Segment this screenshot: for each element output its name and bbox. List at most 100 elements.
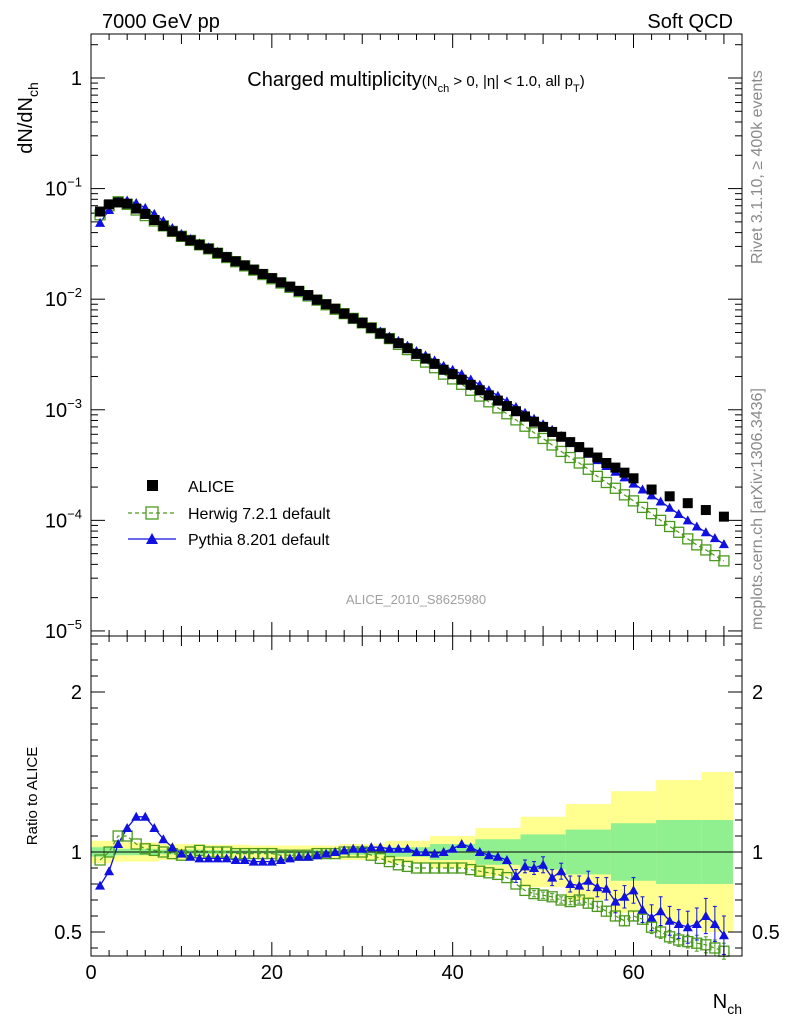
legend: ALICE Herwig 7.2.1 default Pythia 8.201 …: [128, 479, 331, 549]
alice-point: [266, 273, 277, 284]
herwig-point: [546, 439, 558, 451]
pythia-ratio-point: [492, 851, 503, 861]
pythia-point: [655, 496, 666, 506]
herwig-point: [645, 507, 658, 520]
pythia-ratio-point: [122, 823, 133, 832]
alice-point: [275, 277, 286, 288]
alice-point: [474, 385, 485, 396]
legend-marker-alice: [147, 480, 158, 491]
alice-point: [565, 437, 576, 448]
pythia-ratio-point: [718, 930, 729, 940]
alice-point: [538, 421, 549, 432]
header-right: Soft QCD: [647, 11, 733, 33]
pythia-ratio-point: [366, 842, 377, 852]
herwig-point: [700, 544, 712, 556]
alice-point: [556, 431, 567, 442]
herwig-ratio-point: [627, 910, 640, 922]
alice-point: [547, 426, 558, 437]
pythia-ratio-point: [646, 912, 657, 922]
alice-point: [393, 338, 404, 349]
alice-point: [131, 203, 142, 214]
herwig-ratio-point: [636, 913, 649, 925]
pythia-ratio-point: [474, 847, 485, 856]
pythia-ratio-point: [149, 823, 160, 832]
herwig-ratio-point: [94, 854, 106, 866]
herwig-ratio-point: [483, 867, 495, 879]
pythia-ratio-point: [140, 811, 151, 821]
herwig-point: [654, 514, 667, 527]
herwig-ratio-point: [139, 843, 151, 855]
herwig-ratio-point: [447, 862, 459, 874]
pythia-ratio-point: [330, 847, 341, 856]
herwig-point: [673, 526, 685, 538]
herwig-ratio-point: [465, 863, 477, 876]
main-y-tick-labels: 1 10−1 10−2 10−3 10−4 10−5: [45, 68, 82, 643]
herwig-ratio-point: [401, 860, 414, 873]
herwig-ratio-point: [419, 862, 432, 874]
herwig-ratio-point: [691, 937, 703, 949]
alice-point: [520, 411, 530, 422]
herwig-ratio-point: [573, 894, 585, 906]
alice-point: [682, 498, 693, 509]
pythia-ratio-point: [357, 843, 368, 853]
ratio-panel: 0.5 0.51 12 20 20 40 60 Ratio to ALICE Nch: [24, 635, 780, 1017]
pythia-ratio-point: [312, 850, 323, 860]
alice-point: [321, 299, 332, 310]
pythia-ratio-point: [221, 853, 232, 863]
pythia-ratio-point: [339, 845, 350, 855]
herwig-point: [682, 533, 694, 545]
alice-point: [384, 333, 395, 344]
pythia-ratio-point: [266, 856, 277, 866]
ratio-y-tick-label: 1: [71, 842, 82, 864]
pythia-ratio-point: [438, 847, 449, 856]
alice-point: [339, 308, 350, 319]
alice-point: [203, 243, 214, 254]
pythia-ratio-point: [185, 851, 196, 861]
main-panel: 1 10−1 10−2 10−3 10−4 10−5 Charged multiplici…: [15, 33, 743, 643]
alice-point: [158, 220, 169, 231]
alice-point: [601, 458, 612, 469]
pythia-ratio-point: [95, 880, 106, 890]
header-left: 7000 GeV pp: [102, 11, 220, 33]
pythia-ratio-point: [529, 863, 540, 872]
pythia-ratio-point: [203, 853, 214, 863]
plot-title: Charged multiplicity(Nch > 0, |η| < 1.0,…: [247, 69, 584, 95]
mcplots-label: mcplots.cern.ch [arXiv:1306.3436]: [749, 388, 766, 630]
pythia-ratio-point: [348, 843, 359, 853]
alice-point: [348, 313, 359, 324]
ratio-y-tick-label-right: 1: [752, 842, 763, 864]
herwig-point: [618, 489, 631, 501]
pythia-ratio-point: [420, 847, 431, 856]
ratio-y-axis-label: Ratio to ALICE: [24, 747, 41, 845]
alice-point: [140, 208, 151, 219]
pythia-ratio-point: [501, 855, 512, 864]
alice-point: [501, 401, 512, 412]
pythia-ratio-point: [393, 843, 404, 853]
alice-point: [492, 395, 503, 406]
pythia-ratio-point: [619, 891, 630, 901]
herwig-ratio-point: [456, 862, 468, 874]
legend-label-alice: ALICE: [188, 479, 234, 496]
pythia-point: [709, 533, 720, 543]
pythia-ratio-point: [158, 834, 169, 844]
pythia-ratio-point: [628, 885, 639, 895]
ratio-y-tick-label: 2: [71, 682, 82, 704]
pythia-ratio-point: [230, 855, 241, 864]
alice-point: [583, 447, 594, 458]
pythia-point: [646, 490, 657, 500]
alice-point: [104, 199, 115, 210]
pythia-ratio-point: [257, 856, 268, 866]
pythia-ratio-point: [384, 843, 395, 853]
main-series: [94, 195, 730, 567]
ratio-y-tick-label-right: 2: [752, 682, 763, 704]
alice-point: [375, 328, 386, 339]
legend-marker-herwig: [145, 506, 159, 520]
pythia-ratio-point: [113, 839, 124, 848]
alice-point: [122, 198, 133, 209]
y-tick-label: 10−3: [45, 396, 82, 422]
alice-point: [303, 290, 313, 301]
pythia-point: [664, 502, 675, 512]
alice-point: [447, 369, 458, 380]
pythia-ratio-point: [248, 856, 259, 866]
herwig-point: [555, 445, 567, 458]
